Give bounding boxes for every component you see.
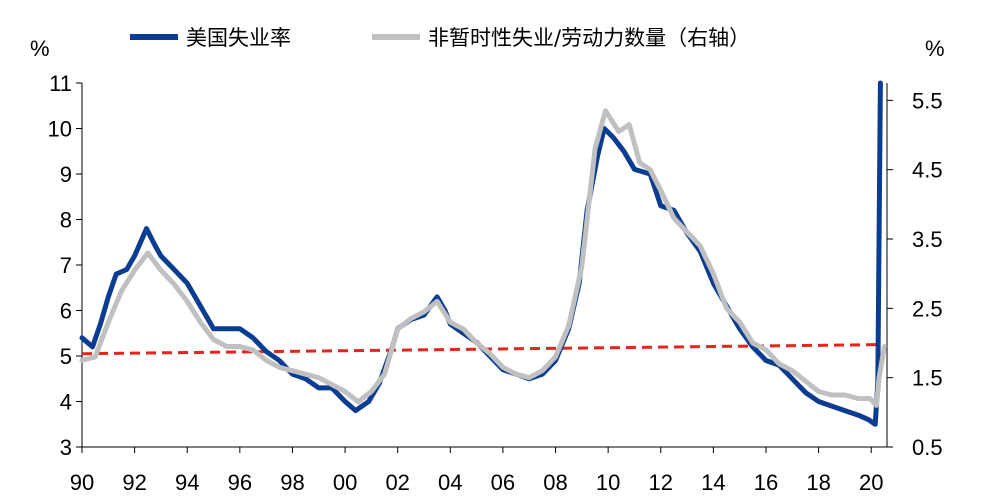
left-axis-ticks: 3 4 5 6 7 8 9 10 11 [48,71,82,460]
legend: 美国失业率 非暂时性失业/劳动力数量（右轴） [130,26,750,50]
x-tick-label: 00 [333,470,357,495]
left-tick-label: 5 [60,344,72,369]
right-tick-label: 0.5 [912,435,943,460]
right-tick-label: 1.5 [912,366,943,391]
x-tick-label: 08 [543,470,567,495]
right-tick-label: 2.5 [912,296,943,321]
series-line-unemployment-rate [79,80,883,427]
x-tick-label: 02 [385,470,409,495]
plot-axes [81,83,888,448]
x-axis-ticks: 90 92 94 96 98 00 02 04 06 08 10 12 14 16 18 20 [70,447,883,495]
x-tick-label: 20 [859,470,883,495]
right-tick-label: 5.5 [912,88,943,113]
x-tick-label: 10 [596,470,620,495]
left-tick-label: 6 [60,299,72,324]
x-tick-label: 06 [491,470,515,495]
reference-line [81,343,880,356]
left-tick-label: 11 [49,71,72,96]
left-axis-unit: % [30,36,50,61]
left-tick-label: 3 [60,435,72,460]
x-tick-label: 96 [228,470,252,495]
right-axis-unit: % [925,36,945,61]
left-tick-label: 9 [60,162,72,187]
left-tick-label: 10 [48,117,72,142]
x-tick-label: 92 [122,470,146,495]
legend-label-unemployment-rate: 美国失业率 [186,26,291,50]
x-tick-label: 94 [175,470,199,495]
x-tick-label: 18 [806,470,830,495]
right-axis-ticks: 0.5 1.5 2.5 3.5 4.5 5.5 [887,88,943,460]
x-tick-label: 04 [438,470,462,495]
series-layer [79,80,887,427]
series-line-permanent-unemployment [79,108,887,408]
x-tick-label: 12 [649,470,673,495]
right-tick-label: 3.5 [912,227,943,252]
left-tick-label: 4 [60,390,72,415]
x-tick-label: 14 [701,470,725,495]
right-tick-label: 4.5 [912,158,943,183]
x-tick-label: 16 [754,470,778,495]
left-tick-label: 7 [60,253,72,278]
left-tick-label: 8 [60,208,72,233]
x-tick-label: 98 [280,470,304,495]
legend-label-permanent-unemployment: 非暂时性失业/劳动力数量（右轴） [428,26,750,50]
x-tick-label: 90 [70,470,94,495]
